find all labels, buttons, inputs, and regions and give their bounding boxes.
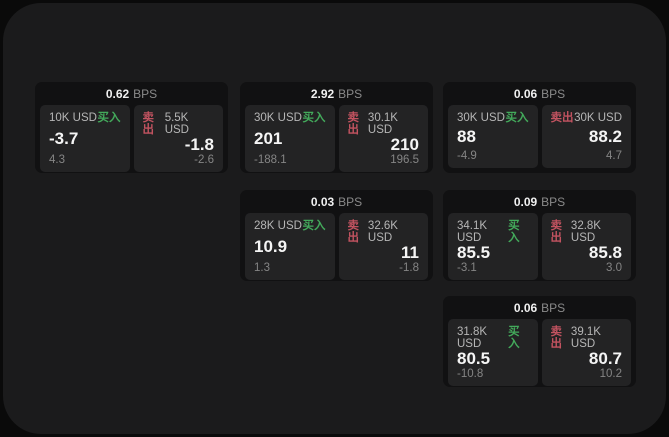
sell-sub-value: 4.7 [606, 150, 622, 162]
sell-panel[interactable]: 卖出 32.6K USD 11 -1.8 [338, 213, 428, 280]
sell-amount: 32.6K USD [367, 220, 398, 244]
sell-side-label: 卖出 [550, 326, 563, 350]
buy-main-value: 88 [457, 127, 476, 146]
buy-sub-value: -4.9 [457, 150, 477, 162]
buy-side-label: 买入 [505, 112, 529, 124]
quote-card: 0.03 BPS 28K USD 买入 10.9 1.3 卖出 32.6K US… [240, 190, 433, 281]
sell-amount: 30.1K USD [367, 112, 398, 136]
buy-panel[interactable]: 31.8K USD 买入 80.5 -10.8 [448, 319, 538, 386]
buy-panel[interactable]: 28K USD 买入 10.9 1.3 [245, 213, 335, 280]
sell-amount: 30K USD [574, 112, 622, 124]
buy-amount: 31.8K USD [457, 326, 488, 350]
sell-sub-value: 3.0 [606, 262, 622, 274]
sell-side-label: 卖出 [550, 220, 563, 244]
card-body: 10K USD 买入 -3.7 4.3 卖出 5.5K USD -1.8 -2.… [35, 105, 228, 177]
buy-sub-value: 4.3 [49, 154, 65, 166]
buy-panel[interactable]: 34.1K USD 买入 85.5 -3.1 [448, 213, 538, 280]
quote-card: 2.92 BPS 30K USD 买入 201 -188.1 卖出 30.1K … [240, 82, 433, 173]
sell-side-label: 卖出 [347, 220, 360, 244]
quote-card: 0.09 BPS 34.1K USD 买入 85.5 -3.1 卖出 32.8K… [443, 190, 636, 281]
buy-sub-value: -10.8 [457, 368, 484, 380]
quote-card: 0.06 BPS 31.8K USD 买入 80.5 -10.8 卖出 39.1… [443, 296, 636, 387]
sell-sub-value: 10.2 [599, 368, 622, 380]
buy-sub-value: 1.3 [254, 262, 270, 274]
card-body: 34.1K USD 买入 85.5 -3.1 卖出 32.8K USD 85.8… [443, 213, 636, 285]
bps-value: 0.06 [513, 86, 538, 101]
sell-main-value: 85.8 [588, 243, 622, 262]
buy-main-value: 201 [254, 129, 283, 148]
sell-sub-value: -1.8 [399, 262, 419, 274]
buy-side-label: 买入 [508, 220, 520, 244]
buy-main-value: 85.5 [457, 243, 491, 262]
buy-amount: 30K USD [254, 112, 302, 124]
card-header: 2.92 BPS [240, 82, 433, 105]
card-header: 0.09 BPS [443, 190, 636, 213]
sell-main-value: 88.2 [588, 127, 622, 146]
buy-main-value: -3.7 [49, 129, 79, 148]
bps-value: 0.06 [513, 300, 538, 315]
card-body: 30K USD 买入 88 -4.9 卖出 30K USD 88.2 4.7 [443, 105, 636, 173]
sell-main-value: 80.7 [588, 349, 622, 368]
card-body: 28K USD 买入 10.9 1.3 卖出 32.6K USD 11 -1.8 [240, 213, 433, 285]
sell-panel[interactable]: 卖出 5.5K USD -1.8 -2.6 [133, 105, 223, 172]
bps-unit-label: BPS [338, 194, 363, 209]
buy-sub-value: -188.1 [254, 154, 287, 166]
card-header: 0.06 BPS [443, 82, 636, 105]
buy-side-label: 买入 [302, 112, 326, 124]
bps-value: 2.92 [310, 86, 335, 101]
sell-main-value: 11 [401, 243, 419, 262]
sell-amount: 32.8K USD [570, 220, 601, 244]
buy-main-value: 80.5 [457, 349, 491, 368]
bps-unit-label: BPS [338, 86, 363, 101]
sell-side-label: 卖出 [347, 112, 360, 136]
buy-panel[interactable]: 10K USD 买入 -3.7 4.3 [40, 105, 130, 172]
card-header: 0.03 BPS [240, 190, 433, 213]
sell-side-label: 卖出 [142, 112, 155, 136]
sell-sub-value: -2.6 [194, 154, 214, 166]
card-body: 31.8K USD 买入 80.5 -10.8 卖出 39.1K USD 80.… [443, 319, 636, 391]
buy-amount: 28K USD [254, 220, 302, 232]
sell-main-value: -1.8 [184, 135, 214, 154]
bps-value: 0.62 [105, 86, 130, 101]
quote-card: 0.06 BPS 30K USD 买入 88 -4.9 卖出 30K USD 8… [443, 82, 636, 173]
buy-amount: 30K USD [457, 112, 505, 124]
sell-side-label: 卖出 [550, 112, 574, 124]
bps-unit-label: BPS [541, 194, 566, 209]
sell-amount: 5.5K USD [164, 112, 189, 136]
sell-main-value: 210 [390, 135, 419, 154]
sell-panel[interactable]: 卖出 30K USD 88.2 4.7 [541, 105, 631, 168]
sell-sub-value: 196.5 [390, 154, 419, 166]
buy-side-label: 买入 [97, 112, 121, 124]
bps-unit-label: BPS [541, 300, 566, 315]
sell-panel[interactable]: 卖出 39.1K USD 80.7 10.2 [541, 319, 631, 386]
buy-sub-value: -3.1 [457, 262, 477, 274]
buy-amount: 10K USD [49, 112, 97, 124]
app-window: 0.62 BPS 10K USD 买入 -3.7 4.3 卖出 5.5K USD… [3, 3, 666, 434]
buy-main-value: 10.9 [254, 237, 288, 256]
card-header: 0.06 BPS [443, 296, 636, 319]
sell-amount: 39.1K USD [570, 326, 601, 350]
quote-card: 0.62 BPS 10K USD 买入 -3.7 4.3 卖出 5.5K USD… [35, 82, 228, 173]
buy-side-label: 买入 [302, 220, 326, 232]
bps-unit-label: BPS [541, 86, 566, 101]
bps-value: 0.03 [310, 194, 335, 209]
sell-panel[interactable]: 卖出 30.1K USD 210 196.5 [338, 105, 428, 172]
bps-value: 0.09 [513, 194, 538, 209]
bps-unit-label: BPS [133, 86, 158, 101]
buy-amount: 34.1K USD [457, 220, 488, 244]
buy-side-label: 买入 [508, 326, 520, 350]
card-body: 30K USD 买入 201 -188.1 卖出 30.1K USD 210 1… [240, 105, 433, 177]
card-header: 0.62 BPS [35, 82, 228, 105]
buy-panel[interactable]: 30K USD 买入 88 -4.9 [448, 105, 538, 168]
buy-panel[interactable]: 30K USD 买入 201 -188.1 [245, 105, 335, 172]
sell-panel[interactable]: 卖出 32.8K USD 85.8 3.0 [541, 213, 631, 280]
